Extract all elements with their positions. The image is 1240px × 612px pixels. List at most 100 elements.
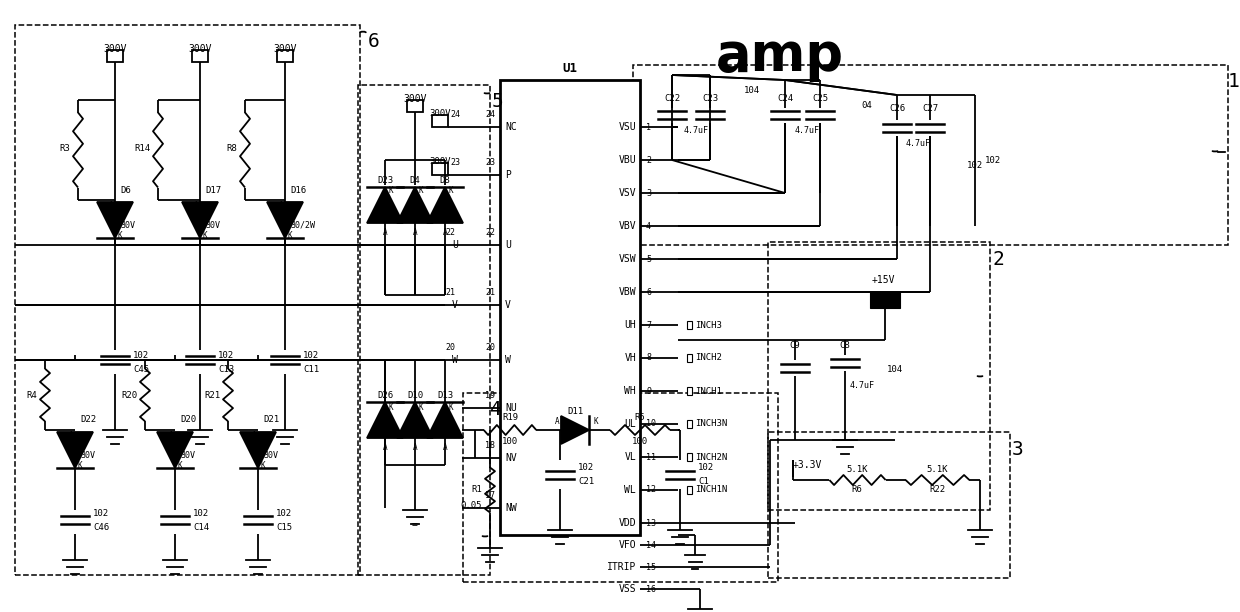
Text: R20: R20 [120,390,136,400]
Text: INCH2: INCH2 [694,354,722,362]
Text: C21: C21 [578,477,594,487]
Text: 18: 18 [485,441,495,450]
Text: A: A [383,443,387,452]
Polygon shape [397,402,433,438]
Text: 21: 21 [485,288,495,297]
Text: R4: R4 [26,390,37,400]
Text: A: A [413,228,418,237]
Polygon shape [267,202,303,238]
Text: 20: 20 [445,343,455,352]
Bar [463,393,777,582]
Text: 21: 21 [445,288,455,297]
Text: R21: R21 [203,390,219,400]
Text: A: A [108,201,113,209]
Text: 24: 24 [450,110,460,119]
Polygon shape [97,202,133,238]
Text: A: A [443,443,448,452]
Text: A: A [193,201,198,209]
Text: C11: C11 [303,365,319,375]
Text: C46: C46 [93,523,109,532]
Text: INCH1N: INCH1N [694,485,727,494]
Text: A: A [554,417,559,427]
Text: 22: 22 [485,228,495,237]
Text: 300V: 300V [429,157,451,166]
Text: C23: C23 [702,94,718,102]
Text: 22: 22 [445,228,455,237]
Text: C25: C25 [812,94,828,102]
Text: VSW: VSW [619,254,636,264]
Text: C22: C22 [663,94,680,102]
Text: D8: D8 [440,176,450,185]
Text: 300V: 300V [273,44,296,54]
Text: VBU: VBU [619,155,636,165]
Bar [687,387,692,395]
Text: A: A [252,430,255,439]
Text: 104: 104 [744,86,760,94]
Bar [768,242,990,510]
Bar [358,85,490,575]
Text: V: V [453,300,458,310]
Text: D20: D20 [180,416,196,425]
Text: +3.3V: +3.3V [794,460,822,470]
Text: C14: C14 [193,523,210,532]
Text: C24: C24 [777,94,794,102]
Text: D17: D17 [205,185,221,195]
Text: D16: D16 [290,185,306,195]
Text: 5.1K: 5.1K [926,466,947,474]
Text: K: K [77,461,82,470]
Text: VSS: VSS [619,584,636,594]
Bar [870,292,900,308]
Text: A: A [278,201,283,209]
Text: C8: C8 [839,340,851,349]
Text: 30V: 30V [180,450,195,460]
Text: UH: UH [624,320,636,330]
Text: 19: 19 [485,391,495,400]
Text: 102: 102 [698,463,714,472]
Text: VFO: VFO [619,540,636,550]
Text: 5.1K: 5.1K [846,466,868,474]
Polygon shape [397,187,433,223]
Text: 24: 24 [485,110,495,119]
Text: NW: NW [505,503,517,513]
Text: K: K [260,461,264,470]
Text: 102: 102 [967,160,983,170]
Text: =: = [412,520,418,530]
Text: R3: R3 [60,143,69,152]
Text: VBW: VBW [619,287,636,297]
Text: NU: NU [505,403,517,413]
Text: C45: C45 [133,365,149,375]
Text: INCH3N: INCH3N [694,419,727,428]
Text: 14: 14 [646,540,656,550]
Text: A: A [413,443,418,452]
Text: 9: 9 [646,387,651,395]
Text: 04: 04 [862,100,872,110]
Text: 6: 6 [646,288,651,296]
Text: K: K [388,403,393,411]
Polygon shape [367,187,403,223]
Text: 7: 7 [646,321,651,329]
Text: NV: NV [505,453,517,463]
Text: R19: R19 [502,414,518,422]
Text: K: K [593,417,598,427]
Text: 2: 2 [992,250,1003,269]
Text: amp: amp [715,30,844,82]
Text: VBV: VBV [619,221,636,231]
Polygon shape [157,432,193,468]
Text: 102: 102 [277,509,293,518]
Text: K: K [177,461,181,470]
Text: 102: 102 [133,351,149,359]
Text: 102: 102 [578,463,594,472]
Text: INCH3: INCH3 [694,321,722,329]
Text: 102: 102 [303,351,319,359]
Text: 17: 17 [485,491,495,500]
Text: A: A [443,228,448,237]
Text: VSU: VSU [619,122,636,132]
Text: A: A [383,228,387,237]
Text: 4: 4 [646,222,651,231]
Bar [687,321,692,329]
Text: A: A [68,430,73,439]
Text: 3: 3 [1012,440,1024,459]
Text: 3: 3 [646,188,651,198]
Text: 104: 104 [887,365,903,375]
Text: D10: D10 [407,391,423,400]
